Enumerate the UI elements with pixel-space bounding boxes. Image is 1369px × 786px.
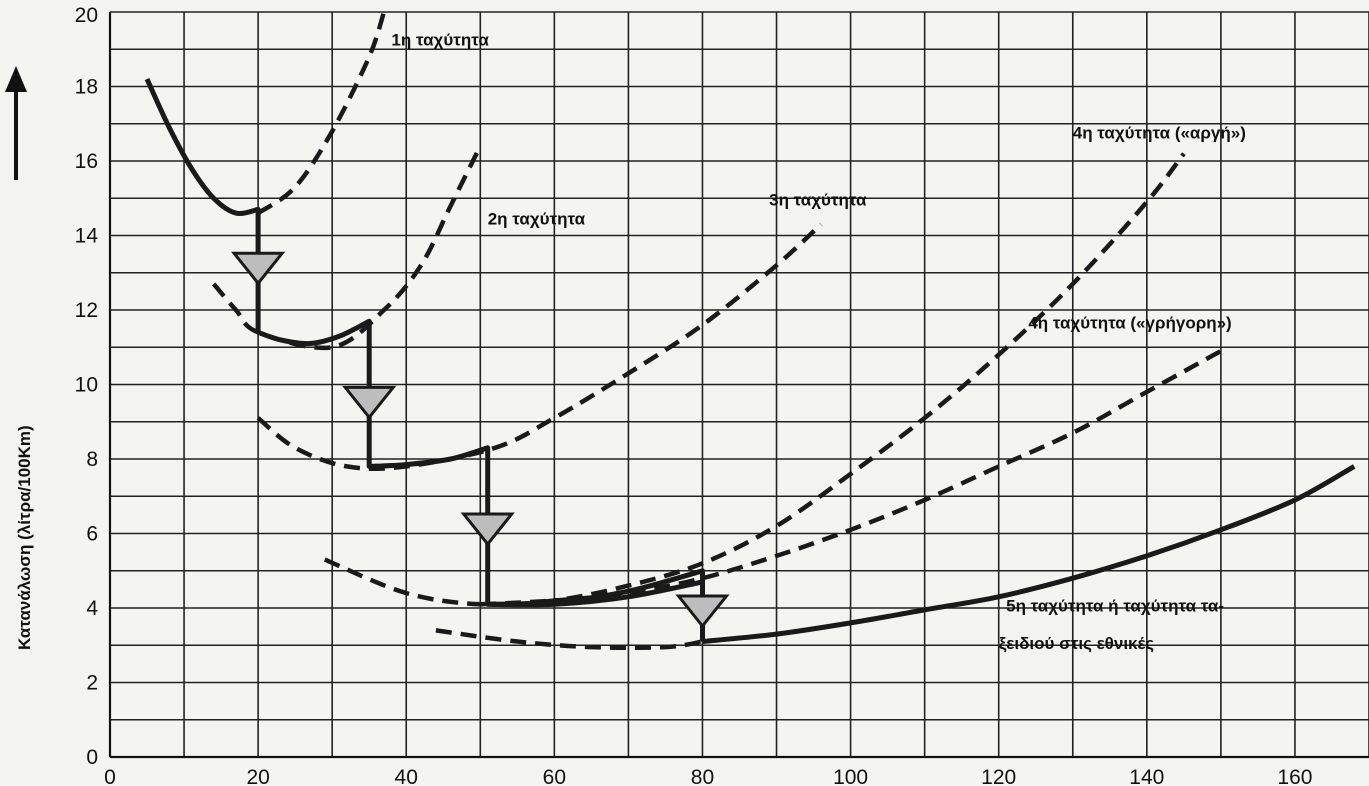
y-tick-label: 4: [86, 597, 98, 620]
gear-shift-markers: [230, 251, 730, 629]
y-axis-label-group: Κατανάλωση (λίτρα/100Km): [5, 66, 34, 650]
axes: 0 20 40 60 80 100 120 140 160 0 2 4 6 8 10 12 14 16 18 20: [75, 4, 1369, 786]
series-annotation: 4η ταχύτητα («αργή»): [1073, 124, 1246, 143]
y-tick-label: 0: [86, 746, 98, 769]
series-line-2: [256, 222, 823, 472]
y-tick-label: 10: [75, 374, 98, 397]
y-tick-label: 16: [75, 150, 98, 173]
y-tick-label: 8: [86, 448, 98, 471]
gear-shift-marker: [230, 251, 286, 286]
series-annotation: 2η ταχύτητα: [488, 209, 586, 228]
annotations: 1η ταχύτητα 2η ταχύτητα 3η ταχύτητα 4η ταχύ…: [391, 31, 1245, 653]
series-line-5: [435, 628, 703, 651]
grid: [110, 11, 1369, 757]
x-tick-label: 0: [104, 766, 116, 786]
gear-shift-marker: [342, 385, 397, 420]
series-annotation: 1η ταχύτητα: [391, 31, 489, 50]
y-axis-label: Κατανάλωση (λίτρα/100Km): [15, 425, 34, 650]
gear-shift-marker: [675, 594, 730, 629]
x-tick-label: 120: [981, 766, 1016, 786]
series-annotation: 3η ταχύτητα: [769, 191, 867, 210]
series-annotation: 5η ταχύτητα ή ταχύτητα τα-: [1006, 597, 1224, 616]
y-tick-label: 2: [86, 672, 98, 695]
x-tick-label: 40: [395, 766, 418, 786]
y-tick-label: 12: [75, 299, 98, 322]
arrow-up-head: [5, 66, 27, 92]
series-group: [144, 11, 1356, 651]
series-line-0: [256, 11, 387, 215]
y-tick-label: 18: [75, 76, 98, 99]
y-tick-label: 14: [75, 225, 99, 248]
series-line-8: [487, 579, 703, 608]
series-annotation: ξειδιού στις εθνικές: [999, 634, 1154, 653]
series-annotation: 4η ταχύτητα («γρήγορη»): [1028, 314, 1231, 333]
y-tick-label: 6: [86, 523, 98, 546]
y-tick-label: 20: [75, 4, 98, 27]
gear-shift-marker: [460, 512, 515, 547]
x-tick-label: 160: [1277, 766, 1312, 786]
x-tick-label: 20: [246, 766, 269, 786]
x-tick-label: 100: [833, 766, 868, 786]
x-tick-label: 60: [543, 766, 566, 786]
series-line-1: [211, 145, 483, 351]
x-tick-label: 140: [1129, 766, 1164, 786]
x-tick-label: 80: [691, 766, 714, 786]
series-line-6: [702, 464, 1356, 644]
